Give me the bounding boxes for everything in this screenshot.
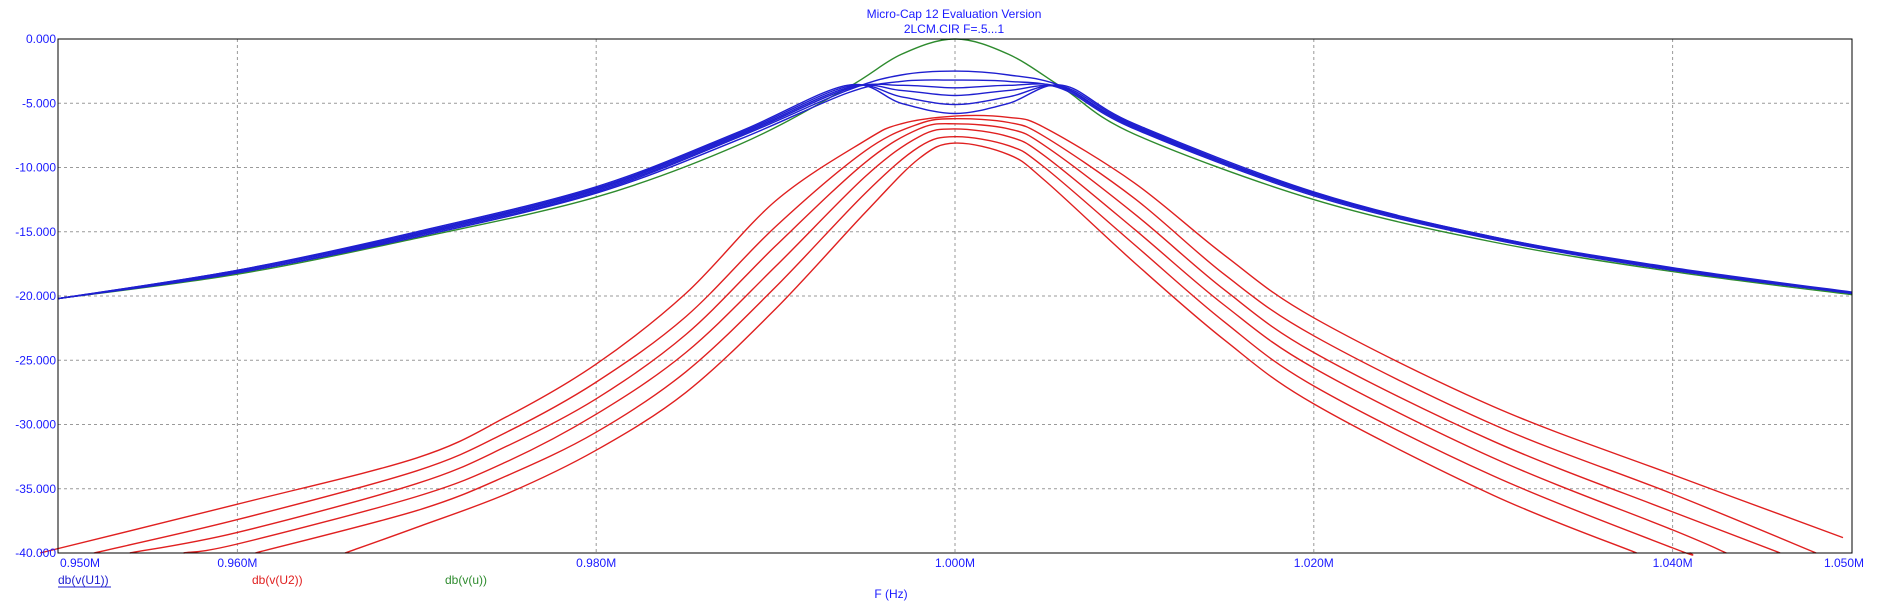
y-tick-label: 0.000 [26,32,56,46]
x-tick-label: 0.950M [60,556,100,570]
x-tick-label: 0.960M [217,556,257,570]
plot-frame [57,38,1853,554]
legend-entry: db(v(u)) [445,573,487,587]
series-line-u2 [129,122,1781,554]
y-tick-label: -35.000 [15,482,56,496]
series-line-u2 [93,117,1817,554]
y-tick-label: -40.000 [15,546,56,560]
series-line-u1 [57,84,1853,300]
series-line-u2 [255,135,1694,556]
x-tick-label: 1.000M [935,556,975,570]
x-axis-label: F (Hz) [874,587,907,601]
x-tick-label: 1.040M [1653,556,1693,570]
chart-title: Micro-Cap 12 Evaluation Version [867,7,1042,21]
grid-lines [58,39,1852,553]
legend-entry: db(v(U1)) [58,573,109,587]
series-line-u2 [183,128,1727,554]
y-axis-ticks: 0.000 -5.000 -10.000 -15.000 -20.000 -25.000 -… [15,32,56,560]
series-line-u1 [57,79,1853,300]
series-line-u1 [57,83,1853,300]
x-tick-label: 1.050M [1824,556,1864,570]
y-tick-label: -10.000 [15,161,56,175]
series-line-u2 [39,114,1844,554]
x-tick-label: 0.980M [576,556,616,570]
legend: db(v(U1)) db(v(U2)) db(v(u)) [58,573,487,588]
y-tick-label: -15.000 [15,225,56,239]
y-tick-label: -30.000 [15,418,56,432]
y-tick-label: -20.000 [15,289,56,303]
x-tick-label: 1.020M [1294,556,1334,570]
legend-entry: db(v(U2)) [252,573,303,587]
chart-subtitle: 2LCM.CIR F=.5...1 [904,22,1005,36]
y-tick-label: -5.000 [22,96,56,110]
y-tick-label: -25.000 [15,353,56,367]
series-line-u2 [344,142,1637,554]
x-axis-ticks: 0.950M 0.960M 0.980M 1.000M 1.020M 1.040M 1.05… [60,556,1864,570]
